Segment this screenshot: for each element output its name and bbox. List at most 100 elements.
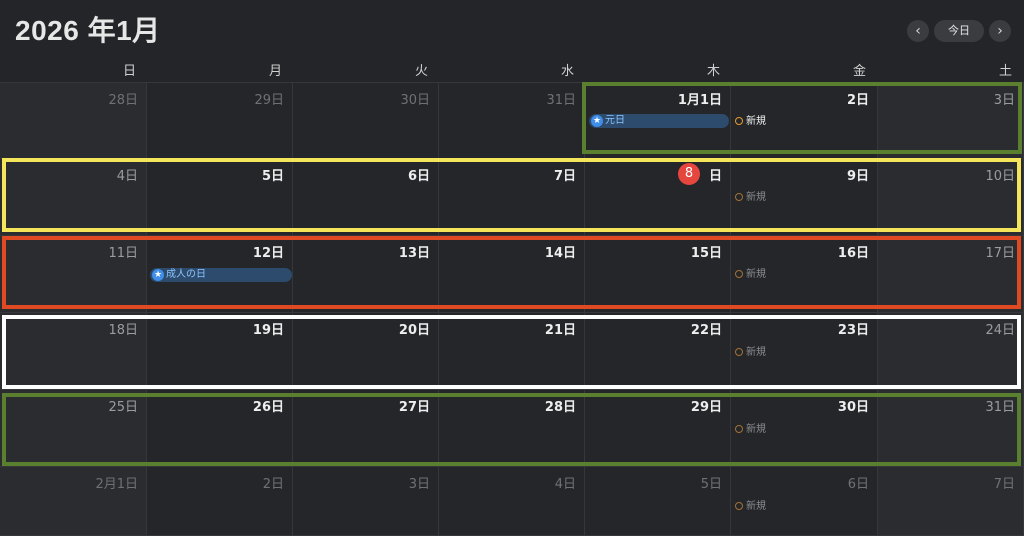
day-number: 7日 <box>993 477 1015 492</box>
weekday-tue: 火 <box>414 64 428 79</box>
day-cell[interactable]: 21日 <box>439 313 585 390</box>
holiday-event-coming-of-age[interactable]: ★ 成人の日 <box>150 268 292 282</box>
day-cell[interactable]: 4日 <box>439 467 585 536</box>
day-cell[interactable]: 22日 <box>585 313 731 390</box>
day-cell[interactable]: 2日 新規 <box>731 83 878 159</box>
day-number: 2日 <box>262 477 284 492</box>
day-number: 31日 <box>985 400 1015 415</box>
day-cell[interactable]: 31日 <box>878 390 1024 467</box>
day-number: 3日 <box>408 477 430 492</box>
day-cell[interactable]: 7日 <box>439 159 585 236</box>
day-cell[interactable]: 10日 <box>878 159 1024 236</box>
day-number: 24日 <box>985 323 1015 338</box>
prev-month-button[interactable]: ‹ <box>907 20 929 42</box>
new-event[interactable]: 新規 <box>735 269 766 281</box>
day-number: 17日 <box>985 246 1015 261</box>
day-cell[interactable]: 28日 <box>0 83 147 159</box>
day-number: 28日 <box>544 400 576 415</box>
day-number: 30日 <box>400 93 430 108</box>
day-number: 27日 <box>398 400 430 415</box>
new-event[interactable]: 新規 <box>735 501 766 513</box>
day-cell[interactable]: 2月1日 <box>0 467 147 536</box>
day-number: 19日 <box>252 323 284 338</box>
next-month-button[interactable]: › <box>989 20 1011 42</box>
day-number: 21日 <box>544 323 576 338</box>
day-number: 7日 <box>553 169 576 184</box>
day-cell[interactable]: 26日 <box>147 390 293 467</box>
day-number: 3日 <box>993 93 1015 108</box>
weekday-wed: 水 <box>560 64 574 79</box>
day-number: 13日 <box>398 246 430 261</box>
day-cell[interactable]: 5日 <box>585 467 731 536</box>
day-cell[interactable]: 4日 <box>0 159 147 236</box>
weekday-mon: 月 <box>268 64 282 79</box>
holiday-event-new-year[interactable]: ★ 元日 <box>589 114 729 128</box>
new-event[interactable]: 新規 <box>735 116 766 128</box>
day-cell[interactable]: 2日 <box>147 467 293 536</box>
circle-icon <box>735 117 743 125</box>
day-number: 2月1日 <box>95 477 138 492</box>
day-cell[interactable]: 3日 <box>293 467 439 536</box>
day-cell[interactable]: 1月1日 ★ 元日 <box>585 83 731 159</box>
day-cell[interactable]: 30日 <box>293 83 439 159</box>
day-number: 28日 <box>108 93 138 108</box>
day-number: 22日 <box>690 323 722 338</box>
day-cell[interactable]: 9日 新規 <box>731 159 878 236</box>
day-cell[interactable]: 12日 ★ 成人の日 <box>147 236 293 313</box>
day-number: 4日 <box>116 169 138 184</box>
circle-icon <box>735 502 743 510</box>
day-cell[interactable]: 13日 <box>293 236 439 313</box>
weekday-header-row: 日 月 火 水 木 金 土 <box>0 58 1024 83</box>
event-label: 元日 <box>605 115 625 126</box>
day-cell[interactable]: 18日 <box>0 313 147 390</box>
day-cell[interactable]: 28日 <box>439 390 585 467</box>
day-cell[interactable]: 31日 <box>439 83 585 159</box>
day-cell[interactable]: 14日 <box>439 236 585 313</box>
today-button[interactable]: 今日 <box>934 20 984 42</box>
day-number: 16日 <box>837 246 869 261</box>
star-icon: ★ <box>152 269 164 281</box>
day-number: 10日 <box>985 169 1015 184</box>
day-number: 6日 <box>407 169 430 184</box>
today-marker: 8 <box>678 163 700 185</box>
day-number: 30日 <box>837 400 869 415</box>
new-event[interactable]: 新規 <box>735 192 766 204</box>
day-number: 9日 <box>846 169 869 184</box>
day-cell[interactable]: 24日 <box>878 313 1024 390</box>
day-number: 20日 <box>398 323 430 338</box>
new-event[interactable]: 新規 <box>735 347 766 359</box>
day-number: 2日 <box>846 93 869 108</box>
new-event-label: 新規 <box>746 424 766 435</box>
day-cell[interactable]: 6日 <box>293 159 439 236</box>
weekday-thu: 木 <box>706 64 720 79</box>
day-cell[interactable]: 19日 <box>147 313 293 390</box>
day-cell[interactable]: 27日 <box>293 390 439 467</box>
day-cell[interactable]: 29日 <box>147 83 293 159</box>
day-cell[interactable]: 29日 <box>585 390 731 467</box>
day-cell[interactable]: 25日 <box>0 390 147 467</box>
day-cell[interactable]: 30日 新規 <box>731 390 878 467</box>
day-cell[interactable]: 3日 <box>878 83 1024 159</box>
day-cell-today[interactable]: 8 日 <box>585 159 731 236</box>
day-cell[interactable]: 11日 <box>0 236 147 313</box>
day-cell[interactable]: 6日 新規 <box>731 467 878 536</box>
new-event[interactable]: 新規 <box>735 424 766 436</box>
day-cell[interactable]: 7日 <box>878 467 1024 536</box>
day-number: 14日 <box>544 246 576 261</box>
day-number: 29日 <box>254 93 284 108</box>
month-title: 2026 年1月 <box>15 15 161 46</box>
event-label: 成人の日 <box>166 269 206 280</box>
day-number: 12日 <box>252 246 284 261</box>
day-number: 11日 <box>108 246 138 261</box>
day-cell[interactable]: 17日 <box>878 236 1024 313</box>
circle-icon <box>735 193 743 201</box>
day-cell[interactable]: 16日 新規 <box>731 236 878 313</box>
day-cell[interactable]: 5日 <box>147 159 293 236</box>
new-event-label: 新規 <box>746 269 766 280</box>
month-grid: 28日 29日 30日 31日 1月1日 ★ 元日 2日 新規 3日 4日 5日… <box>0 83 1024 536</box>
day-cell[interactable]: 23日 新規 <box>731 313 878 390</box>
day-number: 29日 <box>690 400 722 415</box>
day-cell[interactable]: 20日 <box>293 313 439 390</box>
day-cell[interactable]: 15日 <box>585 236 731 313</box>
day-number: 5日 <box>700 477 722 492</box>
